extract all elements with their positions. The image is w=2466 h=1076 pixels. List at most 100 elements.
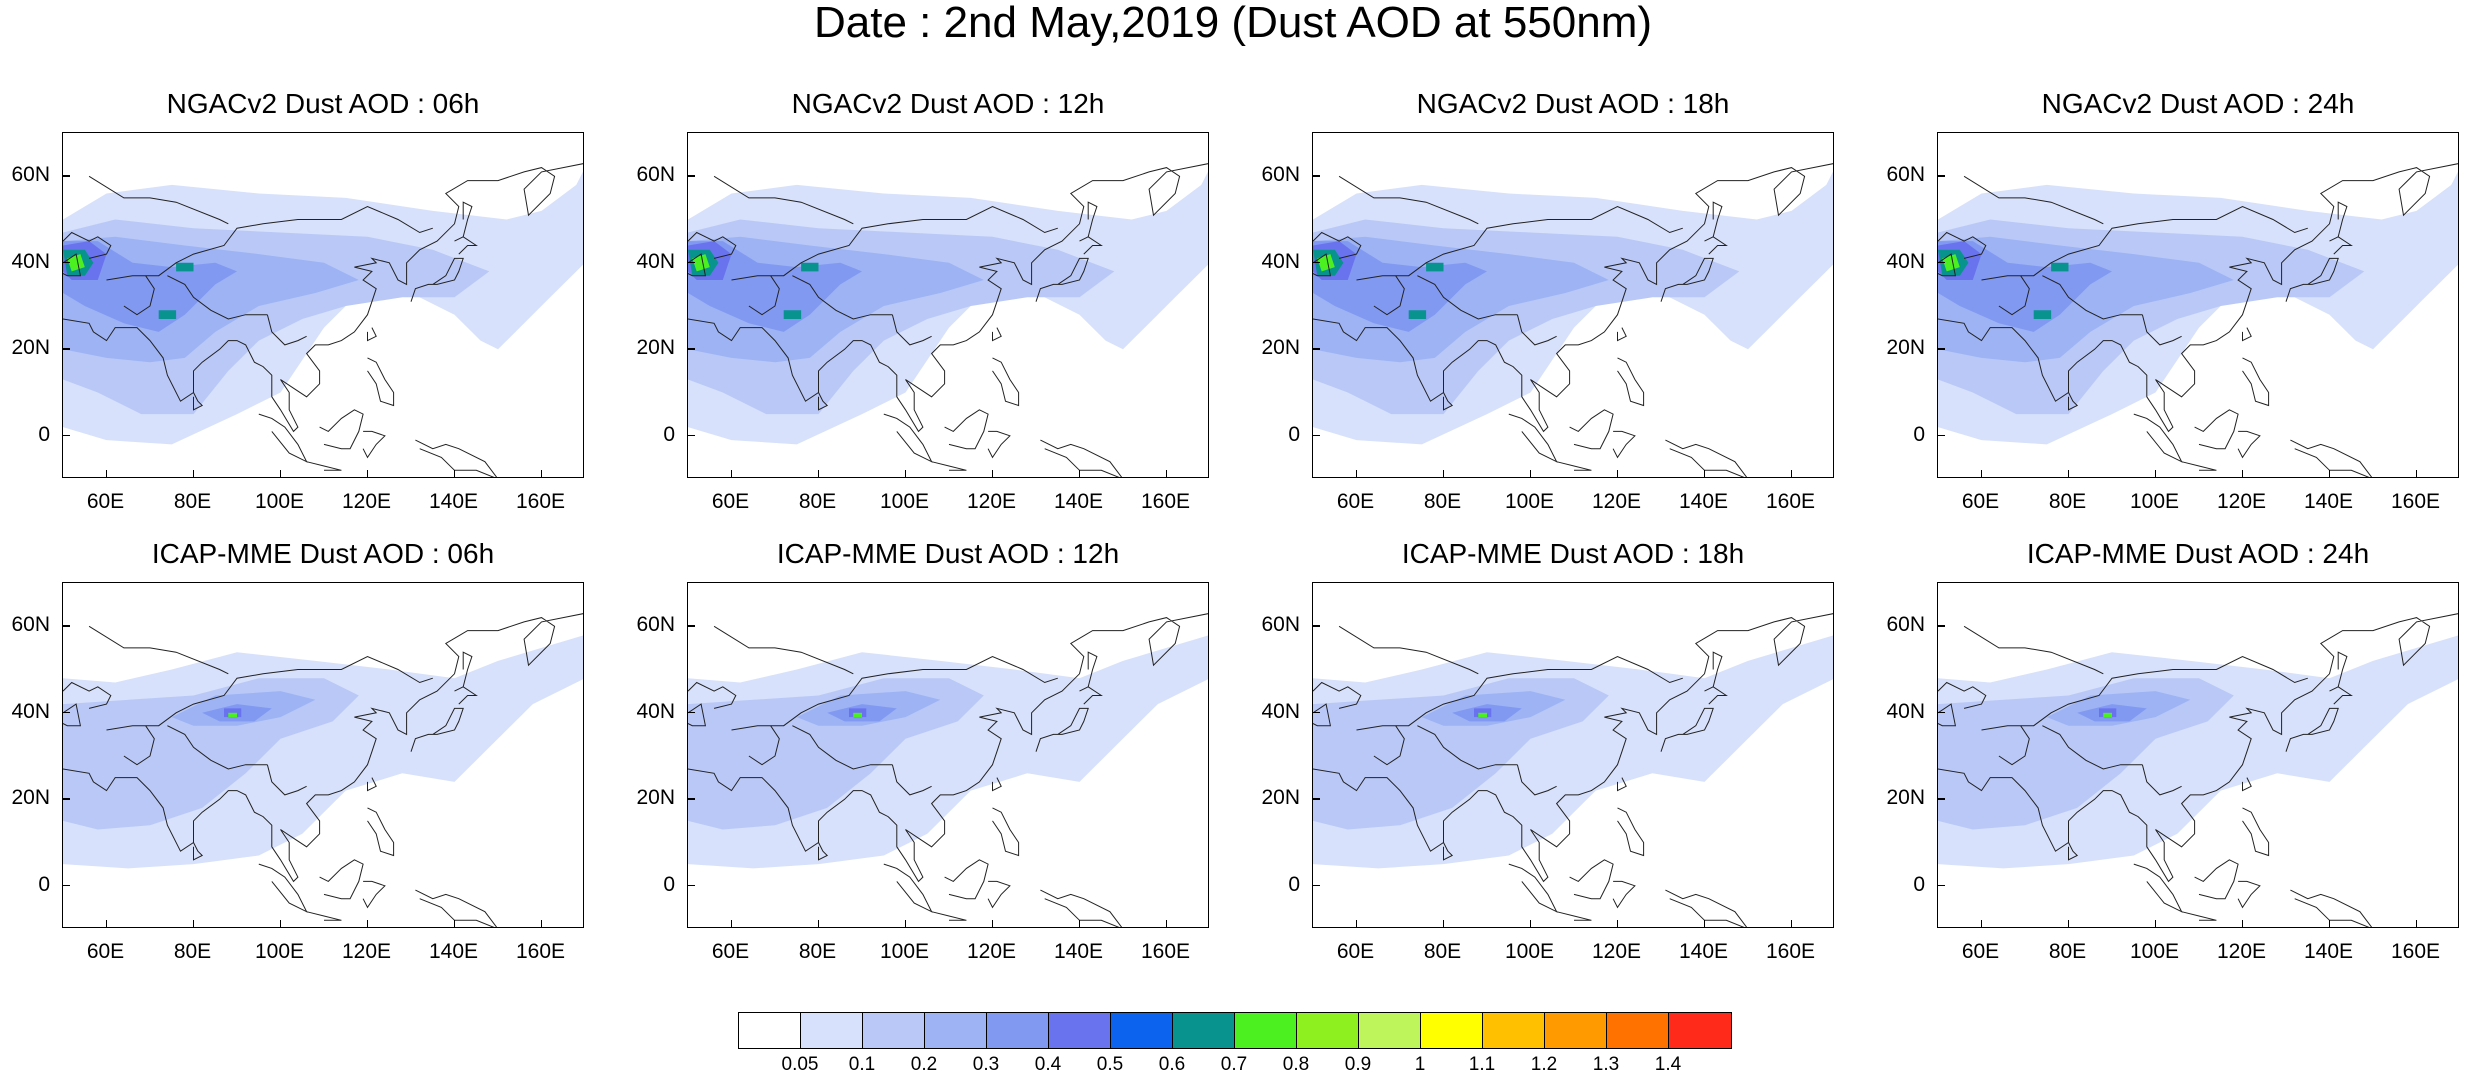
coastline: [688, 253, 707, 277]
x-tick-label: 140E: [428, 490, 479, 513]
coastline: [1617, 807, 1645, 857]
coastline: [883, 863, 933, 913]
aod-contour-fill: [1938, 241, 2112, 332]
x-tick-mark: [2067, 470, 2069, 478]
aod-contour-fill: [158, 310, 177, 319]
coastline: [63, 231, 112, 259]
x-tick-mark: [2328, 470, 2330, 478]
coastline: [63, 163, 583, 433]
colorbar-swatch: [1483, 1013, 1545, 1048]
colorbar-swatch: [1111, 1013, 1173, 1048]
y-tick-label: 60N: [636, 163, 675, 187]
coastline: [1612, 430, 1636, 459]
panel-title: NGACv2 Dust AOD : 12h: [791, 88, 1105, 119]
y-tick-label: 60N: [1886, 163, 1925, 187]
y-tick-mark: [687, 798, 695, 800]
x-tick-label: 120E: [1591, 490, 1642, 513]
coastline: [891, 764, 932, 796]
x-tick-mark: [817, 470, 819, 478]
coastline: [123, 275, 155, 316]
y-tick-label: 60N: [1886, 613, 1925, 637]
x-tick-mark: [279, 920, 281, 928]
colorbar-swatch: [987, 1013, 1049, 1048]
coastline: [2290, 439, 2373, 477]
colorbar-swatch: [1359, 1013, 1421, 1048]
y-tick-mark: [1312, 175, 1320, 177]
coastline: [63, 253, 82, 277]
coastline: [688, 163, 1208, 433]
y-tick-label: 40N: [11, 699, 50, 723]
colorbar-tick-label: 1.3: [1592, 1054, 1620, 1075]
x-tick-label: 100E: [1504, 940, 1555, 963]
coastline: [1443, 392, 1454, 411]
y-tick-mark: [687, 261, 695, 264]
x-tick-label: 120E: [341, 490, 392, 513]
x-tick-mark: [1442, 470, 1444, 478]
x-tick-mark: [366, 920, 368, 928]
colorbar-swatch: [1669, 1013, 1731, 1048]
coastline: [1712, 201, 1723, 237]
y-tick-label: 20N: [636, 336, 675, 360]
coastline: [1087, 201, 1098, 237]
colorbar-tick-label: 0.6: [1158, 1054, 1186, 1075]
coastline: [2141, 764, 2182, 796]
x-tick-label: 160E: [1140, 490, 1191, 513]
coastline: [362, 430, 386, 459]
coastline: [1938, 163, 2458, 433]
x-tick-label: 160E: [515, 490, 566, 513]
y-tick-mark: [62, 261, 70, 264]
y-tick-label: 0: [1288, 422, 1300, 446]
coastline: [1040, 889, 1123, 927]
coastline: [1938, 231, 1987, 259]
y-tick-mark: [1937, 175, 1945, 177]
coastline: [891, 314, 932, 346]
coastline: [367, 777, 377, 792]
coastline: [1998, 275, 2030, 316]
colorbar-swatch: [1173, 1013, 1235, 1048]
aod-contour-fill: [63, 241, 237, 332]
x-tick-mark: [1165, 920, 1167, 928]
x-tick-label: 80E: [798, 490, 837, 513]
coastline: [2194, 859, 2239, 900]
x-tick-label: 60E: [1336, 490, 1375, 513]
coastline: [319, 409, 364, 450]
coastline: [1981, 655, 2308, 731]
x-tick-mark: [366, 470, 368, 478]
panel-title: NGACv2 Dust AOD : 06h: [166, 88, 480, 119]
coastline: [123, 725, 155, 766]
x-tick-label: 120E: [1591, 940, 1642, 963]
aod-contour-fill: [1313, 241, 1487, 332]
colorbar-tick-label: 1.2: [1530, 1054, 1558, 1075]
coastline: [688, 681, 737, 709]
coastline: [362, 880, 386, 909]
coastline: [1712, 651, 1723, 687]
x-tick-label: 120E: [2216, 490, 2267, 513]
aod-map-svg: [1938, 613, 2458, 927]
coastline: [1313, 681, 1362, 709]
coastline: [410, 257, 464, 302]
coastline: [415, 889, 498, 927]
aod-contour-fill: [1313, 678, 1609, 830]
x-tick-label: 60E: [1336, 940, 1375, 963]
y-tick-mark: [687, 884, 695, 887]
aod-contour-fill: [67, 254, 85, 272]
coastline: [1417, 275, 1518, 320]
x-tick-mark: [730, 470, 732, 478]
coastline: [792, 725, 893, 770]
x-tick-mark: [2154, 920, 2156, 928]
y-tick-label: 20N: [1886, 336, 1925, 360]
coastline: [992, 807, 1020, 857]
aod-contour-fill: [1938, 678, 2234, 830]
x-tick-mark: [991, 470, 993, 478]
aod-map-svg: [1313, 613, 1833, 927]
coastline: [1938, 253, 1957, 277]
y-tick-label: 60N: [11, 163, 50, 187]
y-tick-mark: [1937, 261, 1945, 264]
coastline: [1612, 880, 1636, 909]
dust-aod-map: [687, 582, 1209, 928]
coastline: [2337, 651, 2348, 687]
coastline: [415, 439, 498, 477]
coastline: [688, 703, 707, 727]
y-tick-label: 0: [1288, 872, 1300, 896]
coastline: [193, 842, 204, 861]
